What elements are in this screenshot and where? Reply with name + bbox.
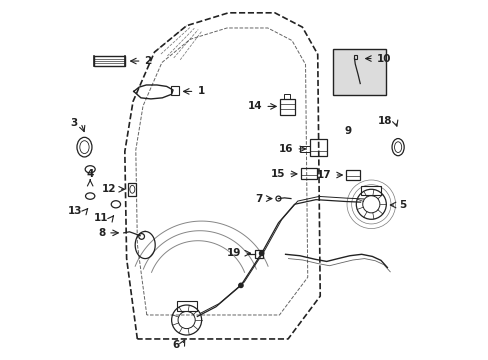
- Bar: [128, 183, 136, 196]
- Text: 19: 19: [227, 248, 241, 258]
- Text: 6: 6: [171, 340, 179, 350]
- Bar: [254, 250, 263, 258]
- Text: 8: 8: [98, 228, 105, 238]
- Circle shape: [259, 251, 263, 255]
- Bar: [361, 186, 381, 195]
- Bar: [353, 55, 356, 59]
- Circle shape: [238, 283, 243, 288]
- Text: 7: 7: [254, 194, 262, 203]
- Bar: [332, 49, 385, 95]
- Text: 18: 18: [377, 116, 391, 126]
- Bar: [170, 86, 179, 95]
- Bar: [299, 146, 309, 152]
- Text: 5: 5: [398, 200, 406, 210]
- Text: 2: 2: [144, 56, 151, 66]
- Text: 3: 3: [71, 118, 78, 128]
- Bar: [280, 99, 295, 115]
- Text: 1: 1: [197, 86, 204, 96]
- Text: 13: 13: [68, 206, 82, 216]
- Text: 16: 16: [278, 144, 293, 154]
- Text: 4: 4: [86, 168, 94, 179]
- Text: 17: 17: [316, 170, 331, 180]
- Text: 12: 12: [101, 184, 116, 194]
- Bar: [309, 139, 326, 156]
- Bar: [94, 56, 124, 66]
- Bar: [300, 168, 316, 179]
- Text: 9: 9: [344, 126, 351, 136]
- Bar: [346, 170, 359, 180]
- Text: 11: 11: [94, 213, 108, 223]
- Bar: [283, 94, 290, 99]
- Text: 14: 14: [247, 102, 262, 111]
- Text: 10: 10: [376, 54, 390, 64]
- Bar: [176, 301, 196, 311]
- Text: 15: 15: [270, 169, 285, 179]
